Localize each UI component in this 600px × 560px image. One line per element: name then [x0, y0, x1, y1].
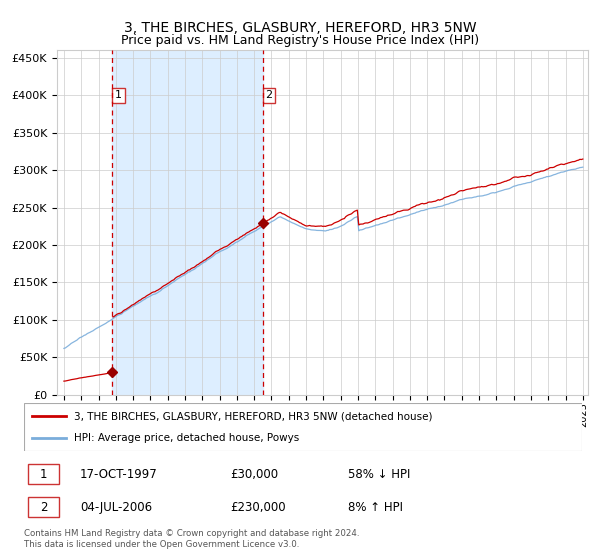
Text: 3, THE BIRCHES, GLASBURY, HEREFORD, HR3 5NW (detached house): 3, THE BIRCHES, GLASBURY, HEREFORD, HR3 … [74, 411, 433, 421]
Text: £30,000: £30,000 [230, 468, 278, 480]
FancyBboxPatch shape [28, 464, 59, 484]
Bar [112, 50, 263, 395]
Text: 04-JUL-2006: 04-JUL-2006 [80, 501, 152, 514]
FancyBboxPatch shape [24, 403, 582, 451]
Text: 2: 2 [40, 501, 47, 514]
Text: Price paid vs. HM Land Registry's House Price Index (HPI): Price paid vs. HM Land Registry's House … [121, 34, 479, 47]
Text: Contains HM Land Registry data © Crown copyright and database right 2024.
This d: Contains HM Land Registry data © Crown c… [24, 529, 359, 549]
FancyBboxPatch shape [28, 497, 59, 517]
Text: 8% ↑ HPI: 8% ↑ HPI [347, 501, 403, 514]
Text: 58% ↓ HPI: 58% ↓ HPI [347, 468, 410, 480]
Text: 3, THE BIRCHES, GLASBURY, HEREFORD, HR3 5NW: 3, THE BIRCHES, GLASBURY, HEREFORD, HR3 … [124, 21, 476, 35]
Text: 1: 1 [40, 468, 47, 480]
Text: 2: 2 [265, 90, 272, 100]
Text: 1: 1 [115, 90, 122, 100]
Text: 17-OCT-1997: 17-OCT-1997 [80, 468, 158, 480]
Text: £230,000: £230,000 [230, 501, 286, 514]
Text: HPI: Average price, detached house, Powys: HPI: Average price, detached house, Powy… [74, 433, 299, 443]
